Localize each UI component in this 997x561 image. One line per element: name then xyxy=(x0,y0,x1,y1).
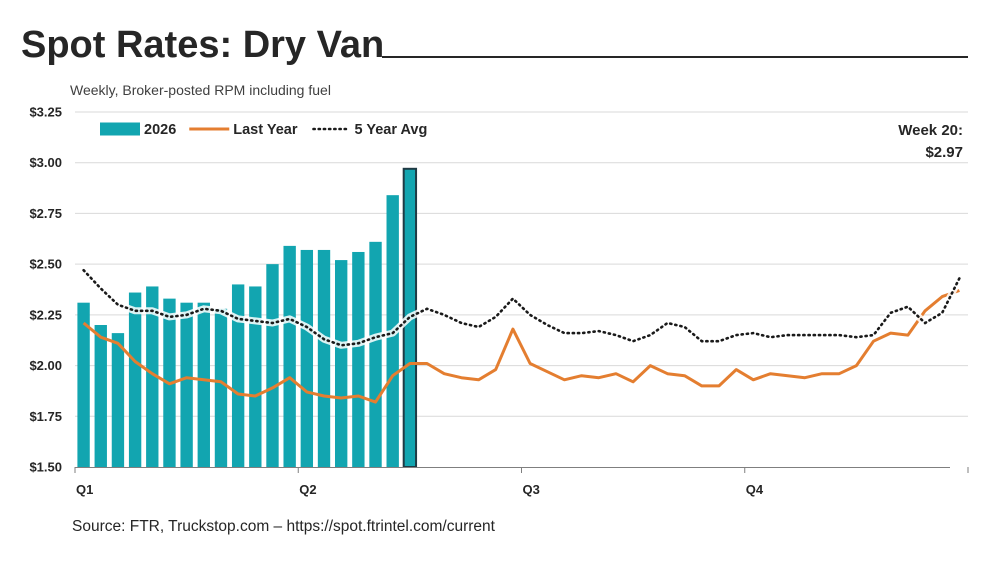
chart-title: Spot Rates: Dry Van xyxy=(21,24,385,66)
source-note: Source: FTR, Truckstop.com – https://spo… xyxy=(72,518,495,535)
y-tick-label: $1.50 xyxy=(29,460,62,475)
bar xyxy=(249,286,262,467)
bar xyxy=(77,302,90,467)
bar xyxy=(369,241,382,467)
legend-swatch-2026 xyxy=(100,122,140,136)
y-tick-label: $2.00 xyxy=(29,358,62,373)
last-year-line xyxy=(82,289,960,404)
legend-label: Last Year xyxy=(233,122,298,138)
bar xyxy=(128,292,142,467)
bar xyxy=(266,264,279,467)
callout-week: Week 20: xyxy=(898,122,963,139)
bar xyxy=(283,245,296,467)
y-tick-label: $3.00 xyxy=(29,155,62,170)
bar xyxy=(111,333,125,467)
bar xyxy=(94,325,107,467)
bar xyxy=(352,251,365,467)
title-underline xyxy=(382,56,968,58)
legend-label: 2026 xyxy=(144,122,176,138)
x-axis: Q1 Q2 Q3 Q4 xyxy=(74,467,969,497)
bar xyxy=(214,308,228,467)
bar xyxy=(317,249,331,467)
bars-2026 xyxy=(77,167,418,469)
y-tick-label: $1.75 xyxy=(29,409,62,424)
legend-label: 5 Year Avg xyxy=(355,122,428,138)
line-series xyxy=(81,267,963,404)
bar xyxy=(335,260,348,467)
chart-subtitle: Weekly, Broker-posted RPM including fuel xyxy=(70,82,331,98)
callout-value: $2.97 xyxy=(925,144,963,161)
bar xyxy=(231,284,245,467)
legend: 2026 Last Year 5 Year Avg xyxy=(100,122,427,138)
x-tick-label: Q3 xyxy=(523,482,540,497)
x-tick-label: Q2 xyxy=(299,482,316,497)
y-tick-label: $2.50 xyxy=(29,257,62,272)
bar xyxy=(197,302,210,467)
x-tick-label: Q1 xyxy=(76,482,93,497)
five-year-avg-line xyxy=(82,268,961,347)
y-tick-label: $3.25 xyxy=(29,105,62,120)
latest-week-callout: Week 20: $2.97 xyxy=(898,120,963,164)
y-tick-label: $2.75 xyxy=(29,206,62,221)
y-tick-label: $2.25 xyxy=(29,307,62,322)
x-tick-label: Q4 xyxy=(746,482,764,497)
y-axis-tick-labels: $1.50 $1.75 $2.00 $2.25 $2.50 $2.75 $3.00 $3.25 xyxy=(29,105,62,475)
bar xyxy=(300,249,314,467)
bar xyxy=(180,302,193,467)
bar xyxy=(146,286,159,467)
